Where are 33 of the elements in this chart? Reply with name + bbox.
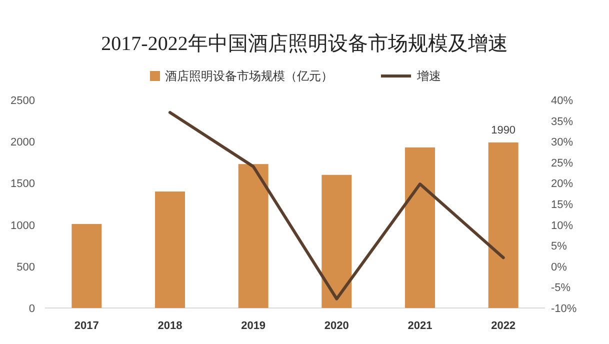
y-tick-label: 1000 xyxy=(10,220,35,232)
legend-label: 增速 xyxy=(416,69,441,83)
y2-tick-label: 40% xyxy=(551,95,574,107)
y-tick-label: 500 xyxy=(16,261,35,274)
y2-tick-label: -10% xyxy=(551,303,577,315)
x-tick-label: 2020 xyxy=(324,320,349,332)
x-tick-label: 2022 xyxy=(491,320,516,332)
bar xyxy=(155,192,185,308)
x-tick-label: 2017 xyxy=(74,320,99,332)
bar xyxy=(488,142,518,308)
bar xyxy=(72,224,102,308)
y2-tick-label: -5% xyxy=(551,282,571,294)
y2-tick-label: 25% xyxy=(551,157,574,170)
y2-tick-label: 20% xyxy=(551,178,574,190)
legend-label: 酒店照明设备市场规模（亿元） xyxy=(165,69,333,83)
data-label: 1990 xyxy=(491,124,516,136)
y2-tick-label: 5% xyxy=(551,240,568,253)
y2-tick-label: 35% xyxy=(551,116,574,128)
x-tick-label: 2019 xyxy=(241,320,266,332)
bar xyxy=(405,147,435,308)
x-tick-label: 2018 xyxy=(158,320,182,332)
x-tick-label: 2021 xyxy=(408,320,432,332)
y-tick-label: 0 xyxy=(28,303,35,315)
y-tick-label: 1500 xyxy=(10,178,35,190)
chart-title: 2017-2022年中国酒店照明设备市场规模及增速 xyxy=(101,33,508,55)
y-tick-label: 2500 xyxy=(10,95,35,107)
y2-tick-label: 30% xyxy=(551,136,574,149)
y2-tick-label: 0% xyxy=(551,261,568,274)
bar xyxy=(322,174,352,308)
y2-tick-label: 15% xyxy=(551,199,574,211)
y2-tick-label: 10% xyxy=(551,220,574,232)
bar xyxy=(238,164,268,308)
y-tick-label: 2000 xyxy=(10,136,35,149)
